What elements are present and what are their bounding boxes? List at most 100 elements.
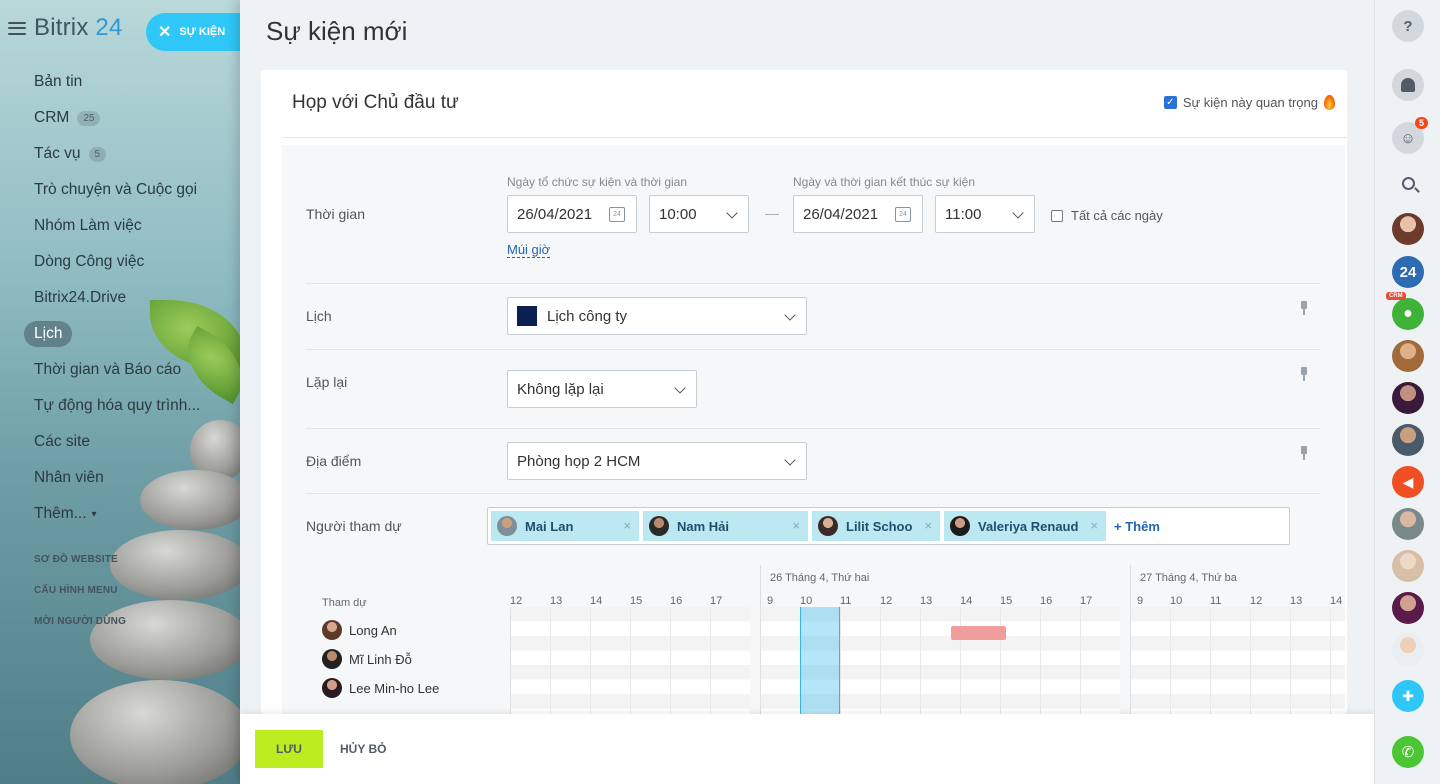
save-button[interactable]: LƯU	[255, 730, 323, 768]
attendee-chip[interactable]: Mai Lan ×	[491, 511, 639, 541]
search-icon	[1401, 176, 1415, 190]
notifications-button[interactable]	[1392, 69, 1424, 101]
hour-label: 16	[670, 595, 683, 607]
sidebar-item-automation[interactable]: Tự động hóa quy trình...	[34, 397, 201, 414]
all-day-toggle[interactable]: Tất cả các ngày	[1051, 208, 1163, 223]
contact-avatar[interactable]	[1392, 382, 1424, 414]
remove-icon[interactable]: ×	[1090, 518, 1098, 533]
avatar	[649, 516, 669, 536]
avatar	[497, 516, 517, 536]
sidebar-item-time-reports[interactable]: Thời gian và Báo cáo	[34, 361, 182, 378]
hour-label: 15	[630, 595, 643, 607]
contact-avatar[interactable]	[1392, 213, 1424, 245]
menu-icon[interactable]	[8, 21, 26, 35]
help-icon[interactable]: ?	[1392, 10, 1424, 42]
planner-grid-day2[interactable]	[1130, 607, 1345, 730]
attendee-name: Valeriya Renaud	[978, 518, 1079, 534]
end-time-select[interactable]: 11:00	[935, 195, 1035, 233]
attendee-chip[interactable]: Nam Hải ×	[643, 511, 808, 541]
important-toggle[interactable]: ✓ Sự kiện này quan trọng	[1163, 95, 1335, 110]
add-attendee-button[interactable]: + Thêm	[1114, 519, 1160, 534]
calendar-icon[interactable]: 24	[609, 207, 625, 222]
contact-avatar[interactable]	[1392, 340, 1424, 372]
call-button[interactable]: ✆	[1392, 736, 1424, 768]
contact-avatar[interactable]	[1392, 592, 1424, 624]
pin-icon[interactable]	[1300, 367, 1308, 381]
attendee-chip[interactable]: Lilit Schoo ×	[812, 511, 940, 541]
event-name-input[interactable]: Họp với Chủ đầu tư	[292, 92, 459, 113]
all-day-checkbox[interactable]	[1051, 209, 1063, 222]
cancel-button[interactable]: HỦY BỎ	[340, 742, 387, 756]
close-icon: ✕	[158, 24, 172, 41]
chevron-down-icon	[726, 207, 738, 219]
location-select[interactable]: Phòng họp 2 HCM	[507, 442, 807, 480]
end-date-value: 26/04/2021	[803, 205, 879, 223]
sidebar-link-invite-users[interactable]: MỜI NGƯỜI DÙNG	[34, 616, 127, 627]
contact-avatar[interactable]	[1392, 424, 1424, 456]
sidebar-item-workgroups[interactable]: Nhóm Làm việc	[34, 217, 142, 234]
calendar-icon[interactable]: 24	[895, 207, 911, 222]
calendar-label: Lịch	[306, 308, 332, 324]
planner-person-name: Lee Min-ho Lee	[349, 680, 440, 696]
hour-label: 11	[840, 595, 852, 607]
messenger-button[interactable]: ☺ 5	[1392, 117, 1428, 154]
sidebar-item-more[interactable]: Thêm... ▾	[34, 505, 97, 522]
start-time-select[interactable]: 10:00	[649, 195, 749, 233]
attendees-input[interactable]: Mai Lan × Nam Hải × Lilit Schoo × Valeri…	[487, 507, 1290, 545]
divider	[306, 428, 1320, 429]
crm-chat-button[interactable]: CRM ●	[1386, 292, 1424, 330]
announcement-button[interactable]: ◀	[1392, 466, 1424, 498]
contact-avatar[interactable]	[1392, 550, 1424, 582]
sidebar-item-employees[interactable]: Nhân viên	[34, 469, 104, 486]
sidebar-item-chat[interactable]: Trò chuyện và Cuộc gọi	[34, 181, 198, 198]
attendee-chip[interactable]: Valeriya Renaud ×	[944, 511, 1106, 541]
sidebar-item-drive[interactable]: Bitrix24.Drive	[34, 289, 127, 306]
chevron-down-icon	[1012, 207, 1024, 219]
contact-avatar[interactable]	[1392, 634, 1424, 666]
sidebar-item-tasks[interactable]: Tác vụ 5	[22, 136, 237, 172]
bitrix24-chat-button[interactable]: 24	[1392, 256, 1424, 288]
logo[interactable]: Bitrix 24	[8, 14, 123, 42]
start-date-input[interactable]: 26/04/2021 24	[507, 195, 637, 233]
time-label: Thời gian	[306, 206, 365, 222]
sidebar-link-configure-menu[interactable]: CẤU HÌNH MENU	[34, 585, 118, 596]
hour-label: 9	[767, 595, 774, 607]
chat-icon: ☺	[1400, 129, 1416, 147]
timezone-link[interactable]: Múi giờ	[507, 242, 551, 258]
new-chat-button[interactable]: ✚	[1392, 680, 1424, 712]
planner-grid-day1[interactable]	[760, 607, 1120, 730]
important-checkbox[interactable]: ✓	[1163, 96, 1177, 109]
sidebar-item-sites[interactable]: Các site	[34, 433, 90, 450]
event-form: Thời gian Ngày tổ chức sự kiện và thời g…	[282, 145, 1345, 730]
calendar-select[interactable]: Lịch công ty	[507, 297, 807, 335]
attendee-name: Mai Lan	[525, 518, 574, 534]
selected-time-range[interactable]	[800, 607, 840, 730]
calendar-color-swatch	[517, 306, 537, 326]
close-event-slider-button[interactable]: ✕ SỰ KIỆN	[146, 13, 246, 51]
bell-icon	[1401, 78, 1415, 92]
repeat-select[interactable]: Không lặp lại	[507, 370, 697, 408]
sidebar-item-news[interactable]: Bản tin	[34, 73, 83, 90]
sidebar-item-calendar[interactable]: Lịch	[22, 316, 237, 352]
sidebar-item-crm[interactable]: CRM 25	[22, 100, 237, 136]
remove-icon[interactable]: ×	[792, 518, 800, 533]
tasks-badge: 5	[88, 146, 107, 162]
day-label: 27 Tháng 4, Thứ ba	[1140, 572, 1237, 584]
form-footer: LƯU HỦY BỎ	[240, 714, 1374, 784]
remove-icon[interactable]: ×	[924, 518, 932, 533]
pin-icon[interactable]	[1300, 446, 1308, 460]
remove-icon[interactable]: ×	[623, 518, 631, 533]
chat-count-badge: 5	[1414, 117, 1428, 129]
sidebar-link-sitemap[interactable]: SƠ ĐỒ WEBSITE	[34, 554, 118, 565]
search-button[interactable]	[1392, 167, 1424, 199]
repeat-label: Lặp lại	[306, 374, 348, 390]
stone-decoration	[90, 600, 250, 680]
sidebar-item-workflows[interactable]: Dòng Công việc	[34, 253, 145, 270]
start-time-value: 10:00	[659, 205, 697, 223]
end-date-input[interactable]: 26/04/2021 24	[793, 195, 923, 233]
caret-down-icon: ▾	[91, 508, 97, 520]
pin-icon[interactable]	[1300, 301, 1308, 315]
contact-avatar[interactable]	[1392, 508, 1424, 540]
hour-label: 13	[550, 595, 563, 607]
event-form-card: Họp với Chủ đầu tư ✓ Sự kiện này quan tr…	[261, 70, 1347, 730]
